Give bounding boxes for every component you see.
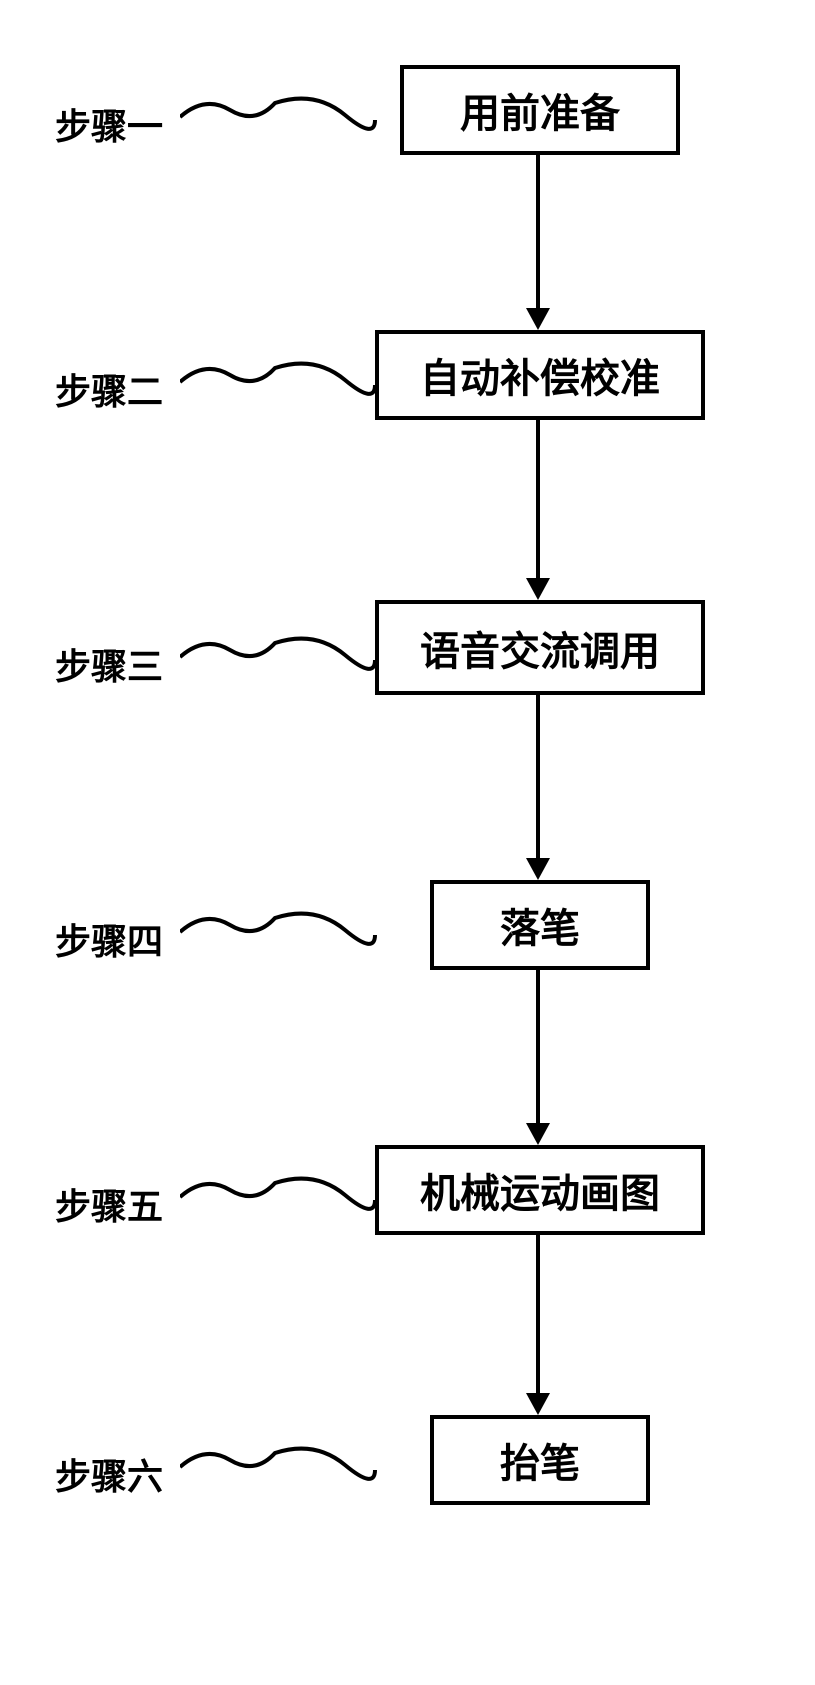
step-5-label: 步骤五	[55, 1178, 163, 1230]
step-4-label: 步骤四	[55, 913, 163, 965]
step-6-label: 步骤六	[55, 1448, 163, 1500]
step-1-label: 步骤一	[55, 98, 163, 150]
flowchart-container: 步骤一 用前准备 步骤二 自动补偿校准 步骤三 语音交流调用 步骤四 落笔 步骤…	[0, 0, 815, 1685]
step-3-wave	[180, 635, 380, 680]
step-1-node: 用前准备	[400, 65, 680, 155]
arrow-5	[518, 1235, 558, 1415]
arrow-4	[518, 970, 558, 1145]
step-3-node: 语音交流调用	[375, 600, 705, 695]
step-2-label: 步骤二	[55, 363, 163, 415]
step-2-node: 自动补偿校准	[375, 330, 705, 420]
step-5-node: 机械运动画图	[375, 1145, 705, 1235]
step-2-wave	[180, 360, 380, 405]
step-4-node: 落笔	[430, 880, 650, 970]
arrow-1	[518, 155, 558, 330]
step-6-wave	[180, 1445, 380, 1490]
step-4-wave	[180, 910, 380, 955]
step-6-node: 抬笔	[430, 1415, 650, 1505]
step-3-label: 步骤三	[55, 638, 163, 690]
arrow-2	[518, 420, 558, 600]
step-1-wave	[180, 95, 380, 140]
arrow-3	[518, 695, 558, 880]
step-5-wave	[180, 1175, 380, 1220]
